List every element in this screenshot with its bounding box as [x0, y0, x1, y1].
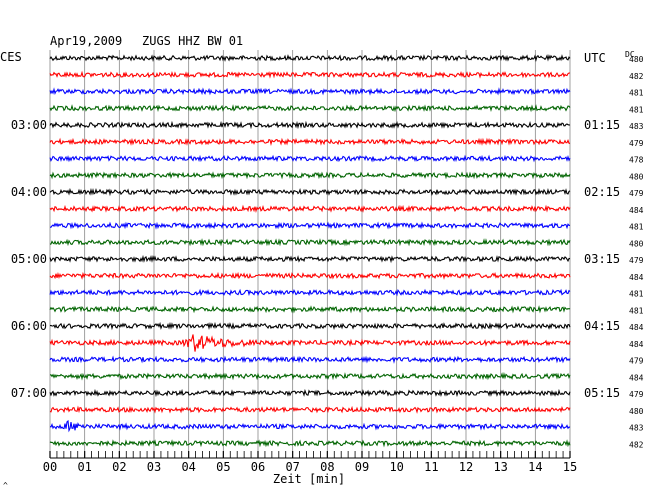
header-date: Apr19,2009	[50, 34, 122, 48]
trace-row-10	[50, 221, 571, 230]
left-time-label: 06:00	[11, 319, 47, 333]
dc-offset-label: 480	[629, 407, 644, 416]
trace-row-9	[49, 204, 571, 213]
trace-row-5	[49, 137, 571, 147]
x-tick-label: 03	[147, 460, 161, 474]
x-tick-label: 02	[112, 460, 126, 474]
x-tick-label: 08	[320, 460, 334, 474]
dc-heading: DC	[625, 50, 635, 59]
right-time-label: UTC	[584, 51, 606, 65]
left-time-label: 03:00	[11, 118, 47, 132]
dc-offset-label: 482	[629, 72, 644, 81]
right-time-label: 04:15	[584, 319, 620, 333]
dc-offset-label: 480	[629, 55, 644, 64]
dc-offset-label: 481	[629, 306, 644, 315]
trace-row-12	[49, 254, 571, 264]
dc-offset-label: 484	[629, 323, 644, 332]
x-tick-label: 09	[355, 460, 369, 474]
dc-offset-label: 483	[629, 122, 644, 131]
dc-offset-label: 479	[629, 139, 644, 148]
dc-offset-label: 482	[629, 440, 644, 449]
trace-row-6	[49, 154, 571, 163]
trace-row-19	[49, 371, 571, 381]
trace-row-0	[49, 54, 571, 63]
left-time-label: 07:00	[11, 386, 47, 400]
left-time-labels: 03:00 04:00 05:00 06:00 07:00	[11, 118, 47, 400]
x-tick-label: 11	[424, 460, 438, 474]
dc-offset-labels: 480 482 481 481 483 479 478 480 479 484 481 480 479 4…	[629, 55, 644, 449]
dc-offset-label: 481	[629, 105, 644, 114]
left-time-label: 05:00	[11, 252, 47, 266]
x-tick-label: 10	[389, 460, 403, 474]
trace-row-23	[49, 439, 571, 448]
dc-offset-label: 481	[629, 223, 644, 232]
dc-offset-label: 478	[629, 156, 644, 165]
trace-row-1	[49, 70, 570, 79]
dc-offset-label: 484	[629, 340, 644, 349]
dc-offset-label: 479	[629, 390, 644, 399]
dc-offset-label: 481	[629, 89, 644, 98]
x-tick-label: 05	[216, 460, 230, 474]
trace-row-16	[49, 321, 571, 331]
trace-row-7	[49, 171, 571, 180]
right-time-labels: UTC 01:15 02:15 03:15 04:15 05:15	[584, 51, 620, 400]
right-time-label: 01:15	[584, 118, 620, 132]
right-time-label: 05:15	[584, 386, 620, 400]
dc-offset-label: 479	[629, 256, 644, 265]
dc-offset-label: 479	[629, 357, 644, 366]
trace-row-4	[49, 120, 571, 130]
trace-row-8	[49, 187, 571, 197]
x-tick-label: 12	[459, 460, 473, 474]
x-tick-label: 00	[43, 460, 57, 474]
dc-offset-label: 484	[629, 206, 644, 215]
x-tick-label: 01	[77, 460, 91, 474]
trace-row-21	[49, 405, 571, 414]
trace-row-2	[49, 87, 571, 96]
trace-row-13	[49, 271, 571, 280]
x-tick-label: 15	[563, 460, 577, 474]
trace-row-14	[49, 288, 571, 297]
x-axis-label: Zeit [min]	[273, 472, 345, 486]
x-tick-label: 06	[251, 460, 265, 474]
dc-offset-label: 481	[629, 290, 644, 299]
x-tick-label: 04	[181, 460, 195, 474]
trace-row-18	[49, 355, 571, 364]
trace-row-22	[49, 419, 571, 433]
trace-row-3	[49, 104, 571, 113]
right-time-label: 03:15	[584, 252, 620, 266]
trace-row-20	[49, 388, 571, 398]
x-tick-label: 07	[285, 460, 299, 474]
dc-offset-label: 484	[629, 273, 644, 282]
x-tick-label: 14	[528, 460, 542, 474]
trace-row-15	[49, 305, 571, 314]
seismic-traces	[49, 54, 571, 448]
header-station: ZUGS HHZ BW 01	[142, 34, 243, 48]
x-tick-label: 13	[493, 460, 507, 474]
dc-offset-label: 480	[629, 172, 644, 181]
trace-row-17	[49, 334, 571, 352]
minute-grid	[49, 50, 571, 451]
dc-offset-label: 483	[629, 424, 644, 433]
x-axis: 00 01 02 03 04 05 06 07 08 09 10 11 12 13 14 15	[43, 451, 577, 474]
right-time-label: 02:15	[584, 185, 620, 199]
corner-mark: ^	[3, 481, 8, 490]
dc-offset-label: 479	[629, 189, 644, 198]
dc-offset-label: 480	[629, 239, 644, 248]
left-timezone-label: CES	[0, 50, 22, 64]
trace-row-11	[49, 238, 571, 247]
left-time-label: 04:00	[11, 185, 47, 199]
dc-offset-label: 484	[629, 373, 644, 382]
